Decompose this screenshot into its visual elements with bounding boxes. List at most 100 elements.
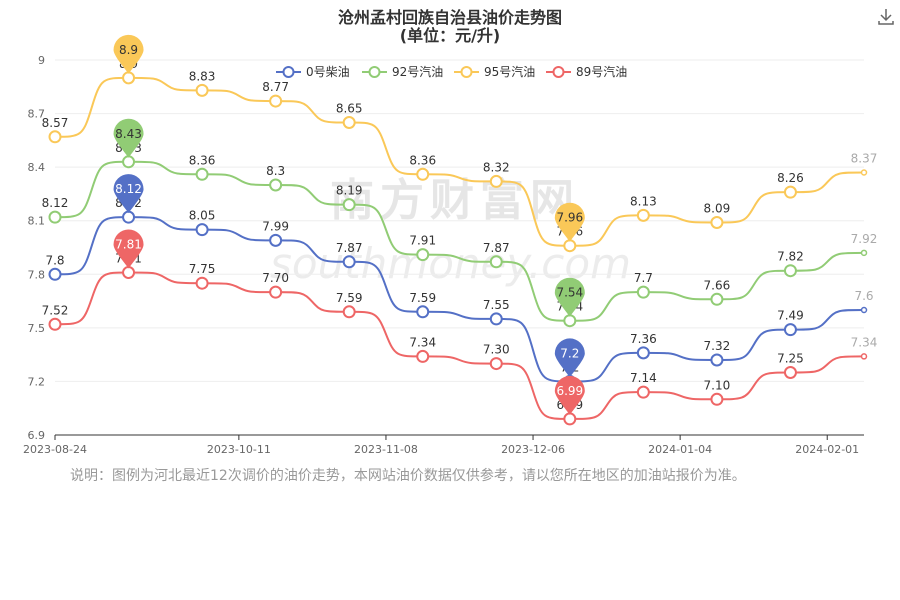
- data-point: [416, 305, 430, 319]
- chart-note: 说明：图例为河北最近12次调价的油价走势，本网站油价数据仅供参考，请以您所在地区…: [70, 468, 746, 484]
- download-icon[interactable]: [876, 6, 896, 26]
- data-point: [416, 349, 430, 363]
- grid: [55, 59, 864, 382]
- data-point: [342, 305, 356, 319]
- data-label: 8.36: [189, 153, 216, 167]
- data-label: 7.32: [704, 339, 731, 353]
- series-lines: [54, 76, 865, 420]
- data-point: [710, 216, 724, 229]
- pin-marker: [113, 174, 144, 214]
- x-tick-label: 2023-10-11: [207, 443, 271, 456]
- series-line-2: [54, 76, 865, 247]
- x-tick-label: 2024-01-04: [648, 443, 712, 456]
- data-point: [416, 248, 430, 262]
- data-point: [489, 174, 503, 188]
- data-point: [195, 83, 209, 97]
- data-point: [563, 239, 577, 253]
- data-label: 8.3: [266, 164, 285, 178]
- data-point: [269, 285, 283, 299]
- data-point: [489, 312, 503, 326]
- data-point: [489, 255, 503, 269]
- data-label: 7.8: [45, 253, 64, 267]
- pin-markers: 8.12 7.2 8.43 7.54 8.9 7.96 7.81 6.99: [113, 34, 585, 415]
- data-point: [783, 264, 797, 278]
- data-label: 7.36: [630, 332, 657, 346]
- x-tick-label: 2023-12-06: [501, 443, 565, 456]
- data-label: 7.87: [483, 241, 510, 255]
- data-point: [195, 223, 209, 237]
- data-label: 7.59: [409, 291, 436, 305]
- series-line-0: [54, 216, 865, 383]
- data-point: [860, 353, 868, 360]
- data-label: 8.12: [42, 196, 69, 210]
- data-label: 7.91: [409, 234, 436, 248]
- pin-marker: [113, 229, 144, 269]
- data-point: [195, 167, 209, 181]
- data-label: 7.49: [777, 309, 804, 323]
- data-label: 7.34: [409, 335, 436, 349]
- pin-label: 6.99: [556, 384, 583, 398]
- data-point: [636, 385, 650, 399]
- data-label: 7.92: [851, 232, 878, 246]
- data-point: [860, 169, 868, 176]
- series-line-3: [54, 271, 865, 420]
- data-label: 7.70: [262, 271, 289, 285]
- data-label: 7.52: [42, 303, 69, 317]
- y-tick-label: 8.4: [28, 161, 46, 174]
- y-tick-label: 7.5: [28, 322, 46, 335]
- pin-label: 8.12: [115, 182, 142, 196]
- data-point: [783, 185, 797, 199]
- pin-label: 7.96: [556, 211, 583, 225]
- data-label: 7.82: [777, 250, 804, 264]
- data-label: 8.65: [336, 102, 363, 116]
- data-label: 8.05: [189, 209, 216, 223]
- data-label: 8.83: [189, 69, 216, 83]
- data-point: [710, 292, 724, 306]
- data-label: 7.99: [262, 219, 289, 233]
- data-label: 7.14: [630, 371, 657, 385]
- legend[interactable]: 0号柴油 92号汽油 95号汽油 89号汽油: [276, 64, 627, 79]
- data-label: 8.37: [851, 152, 878, 166]
- data-label: 7.66: [704, 278, 731, 292]
- data-label: 8.26: [777, 171, 804, 185]
- legend-marker: [552, 66, 565, 78]
- data-label: 7.59: [336, 291, 363, 305]
- data-point: [48, 267, 62, 281]
- legend-item-label: 89号汽油: [576, 64, 627, 79]
- data-label: 7.7: [634, 271, 653, 285]
- data-point: [122, 71, 136, 85]
- data-label: 7.55: [483, 298, 510, 312]
- data-label: 7.87: [336, 241, 363, 255]
- pin-label: 7.81: [115, 238, 142, 252]
- data-point: [860, 249, 868, 257]
- y-tick-label: 7.2: [28, 375, 46, 388]
- data-point: [710, 353, 724, 367]
- chart-subtitle: (单位：元/升): [399, 26, 501, 45]
- x-tick-label: 2023-11-08: [354, 443, 418, 456]
- pin-label: 7.2: [560, 346, 579, 360]
- data-point: [783, 323, 797, 337]
- axes: 6.9 7.2 7.5 7.8 8.1 8.4 8.7 9 2023-08-24 2023-10-…: [23, 54, 864, 456]
- legend-item-label: 95号汽油: [484, 64, 535, 79]
- legend-item-label: 0号柴油: [306, 65, 350, 79]
- legend-marker: [460, 66, 473, 78]
- data-point: [636, 346, 650, 360]
- pin-marker: [113, 34, 144, 74]
- data-label: 8.57: [42, 116, 69, 130]
- series-line-1: [54, 160, 865, 322]
- legend-item-label: 92号汽油: [392, 64, 443, 79]
- pin-label: 8.9: [119, 43, 138, 57]
- data-point: [48, 130, 62, 144]
- data-point: [783, 366, 797, 379]
- data-point: [342, 116, 356, 129]
- x-tick-label: 2024-02-01: [795, 443, 859, 456]
- pin-label: 8.43: [115, 127, 142, 141]
- data-point: [122, 155, 136, 169]
- data-point: [563, 412, 577, 426]
- pin-label: 7.54: [556, 286, 583, 300]
- data-point: [342, 255, 356, 269]
- y-tick-label: 8.1: [28, 215, 46, 228]
- pin-marker: [113, 118, 144, 158]
- data-label: 8.09: [704, 202, 731, 216]
